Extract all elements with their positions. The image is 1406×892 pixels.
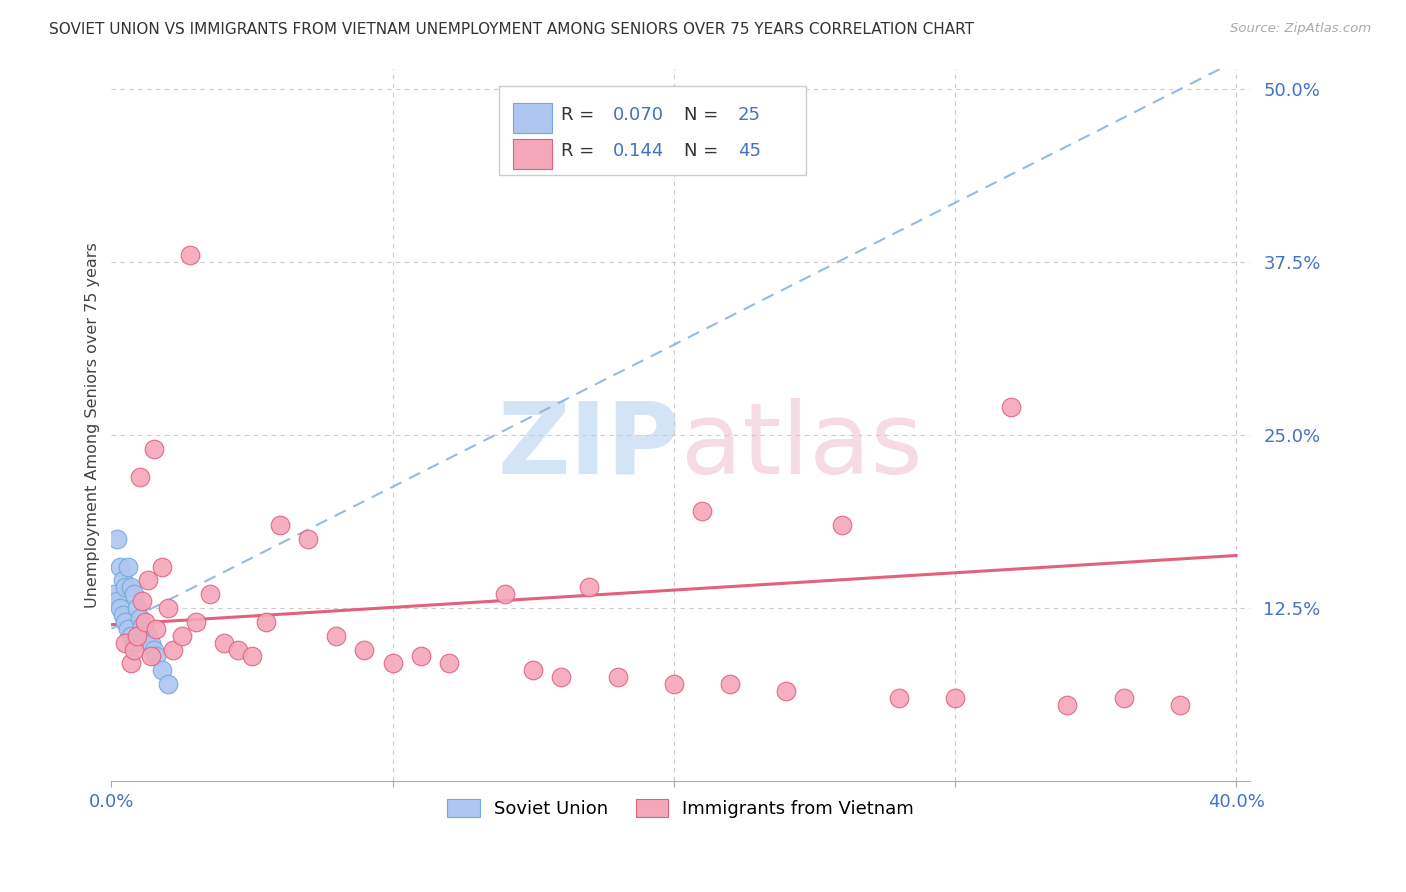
Point bbox=[111, 607, 134, 622]
Point bbox=[108, 559, 131, 574]
Text: 0.144: 0.144 bbox=[613, 143, 664, 161]
Text: atlas: atlas bbox=[681, 398, 922, 495]
Point bbox=[212, 635, 235, 649]
Point bbox=[494, 587, 516, 601]
Point bbox=[139, 635, 162, 649]
Point bbox=[117, 559, 139, 574]
Point bbox=[831, 518, 853, 533]
Point bbox=[170, 629, 193, 643]
Point bbox=[198, 587, 221, 601]
Point bbox=[131, 594, 153, 608]
Point bbox=[1168, 698, 1191, 712]
Point bbox=[142, 642, 165, 657]
Point bbox=[269, 518, 291, 533]
Point bbox=[578, 580, 600, 594]
Text: SOVIET UNION VS IMMIGRANTS FROM VIETNAM UNEMPLOYMENT AMONG SENIORS OVER 75 YEARS: SOVIET UNION VS IMMIGRANTS FROM VIETNAM … bbox=[49, 22, 974, 37]
Point bbox=[662, 677, 685, 691]
Point bbox=[297, 532, 319, 546]
Point bbox=[145, 622, 167, 636]
Point bbox=[381, 657, 404, 671]
Text: N =: N = bbox=[685, 143, 724, 161]
Text: 45: 45 bbox=[738, 143, 761, 161]
Point bbox=[887, 690, 910, 705]
Point bbox=[775, 684, 797, 698]
Point bbox=[718, 677, 741, 691]
Point bbox=[226, 642, 249, 657]
Point bbox=[1000, 401, 1022, 415]
Point bbox=[179, 248, 201, 262]
Point bbox=[117, 622, 139, 636]
Point bbox=[145, 649, 167, 664]
Point bbox=[114, 580, 136, 594]
Y-axis label: Unemployment Among Seniors over 75 years: Unemployment Among Seniors over 75 years bbox=[86, 242, 100, 607]
Point bbox=[122, 635, 145, 649]
Point bbox=[120, 580, 142, 594]
Point bbox=[1056, 698, 1078, 712]
Text: Source: ZipAtlas.com: Source: ZipAtlas.com bbox=[1230, 22, 1371, 36]
Point bbox=[136, 629, 159, 643]
Point bbox=[184, 615, 207, 629]
Text: ZIP: ZIP bbox=[498, 398, 681, 495]
Point bbox=[606, 670, 628, 684]
Point bbox=[128, 469, 150, 483]
Point bbox=[114, 635, 136, 649]
Point bbox=[125, 601, 148, 615]
Point bbox=[1112, 690, 1135, 705]
FancyBboxPatch shape bbox=[513, 139, 553, 169]
Point bbox=[522, 663, 544, 677]
Point bbox=[142, 442, 165, 456]
Point bbox=[162, 642, 184, 657]
Point bbox=[125, 629, 148, 643]
Point bbox=[139, 649, 162, 664]
Point bbox=[103, 587, 125, 601]
Point bbox=[111, 574, 134, 588]
Point bbox=[550, 670, 572, 684]
Point bbox=[108, 601, 131, 615]
Point bbox=[437, 657, 460, 671]
Point bbox=[254, 615, 277, 629]
Point bbox=[114, 615, 136, 629]
Text: 25: 25 bbox=[738, 106, 761, 124]
Point bbox=[240, 649, 263, 664]
Text: 0.070: 0.070 bbox=[613, 106, 664, 124]
Point bbox=[122, 587, 145, 601]
Point bbox=[128, 611, 150, 625]
Point bbox=[122, 642, 145, 657]
Point bbox=[134, 624, 156, 639]
Point bbox=[131, 619, 153, 633]
Point bbox=[136, 574, 159, 588]
Point bbox=[150, 559, 173, 574]
Point bbox=[120, 629, 142, 643]
Point bbox=[409, 649, 432, 664]
Point bbox=[690, 504, 713, 518]
Point bbox=[105, 594, 128, 608]
Point bbox=[105, 532, 128, 546]
Point bbox=[943, 690, 966, 705]
Point bbox=[353, 642, 375, 657]
FancyBboxPatch shape bbox=[499, 87, 806, 176]
Text: R =: R = bbox=[561, 106, 600, 124]
Text: N =: N = bbox=[685, 106, 724, 124]
Point bbox=[150, 663, 173, 677]
Point bbox=[120, 657, 142, 671]
Point bbox=[134, 615, 156, 629]
Point bbox=[156, 677, 179, 691]
Legend: Soviet Union, Immigrants from Vietnam: Soviet Union, Immigrants from Vietnam bbox=[440, 791, 921, 825]
Point bbox=[325, 629, 347, 643]
Point bbox=[156, 601, 179, 615]
FancyBboxPatch shape bbox=[513, 103, 553, 133]
Text: R =: R = bbox=[561, 143, 600, 161]
